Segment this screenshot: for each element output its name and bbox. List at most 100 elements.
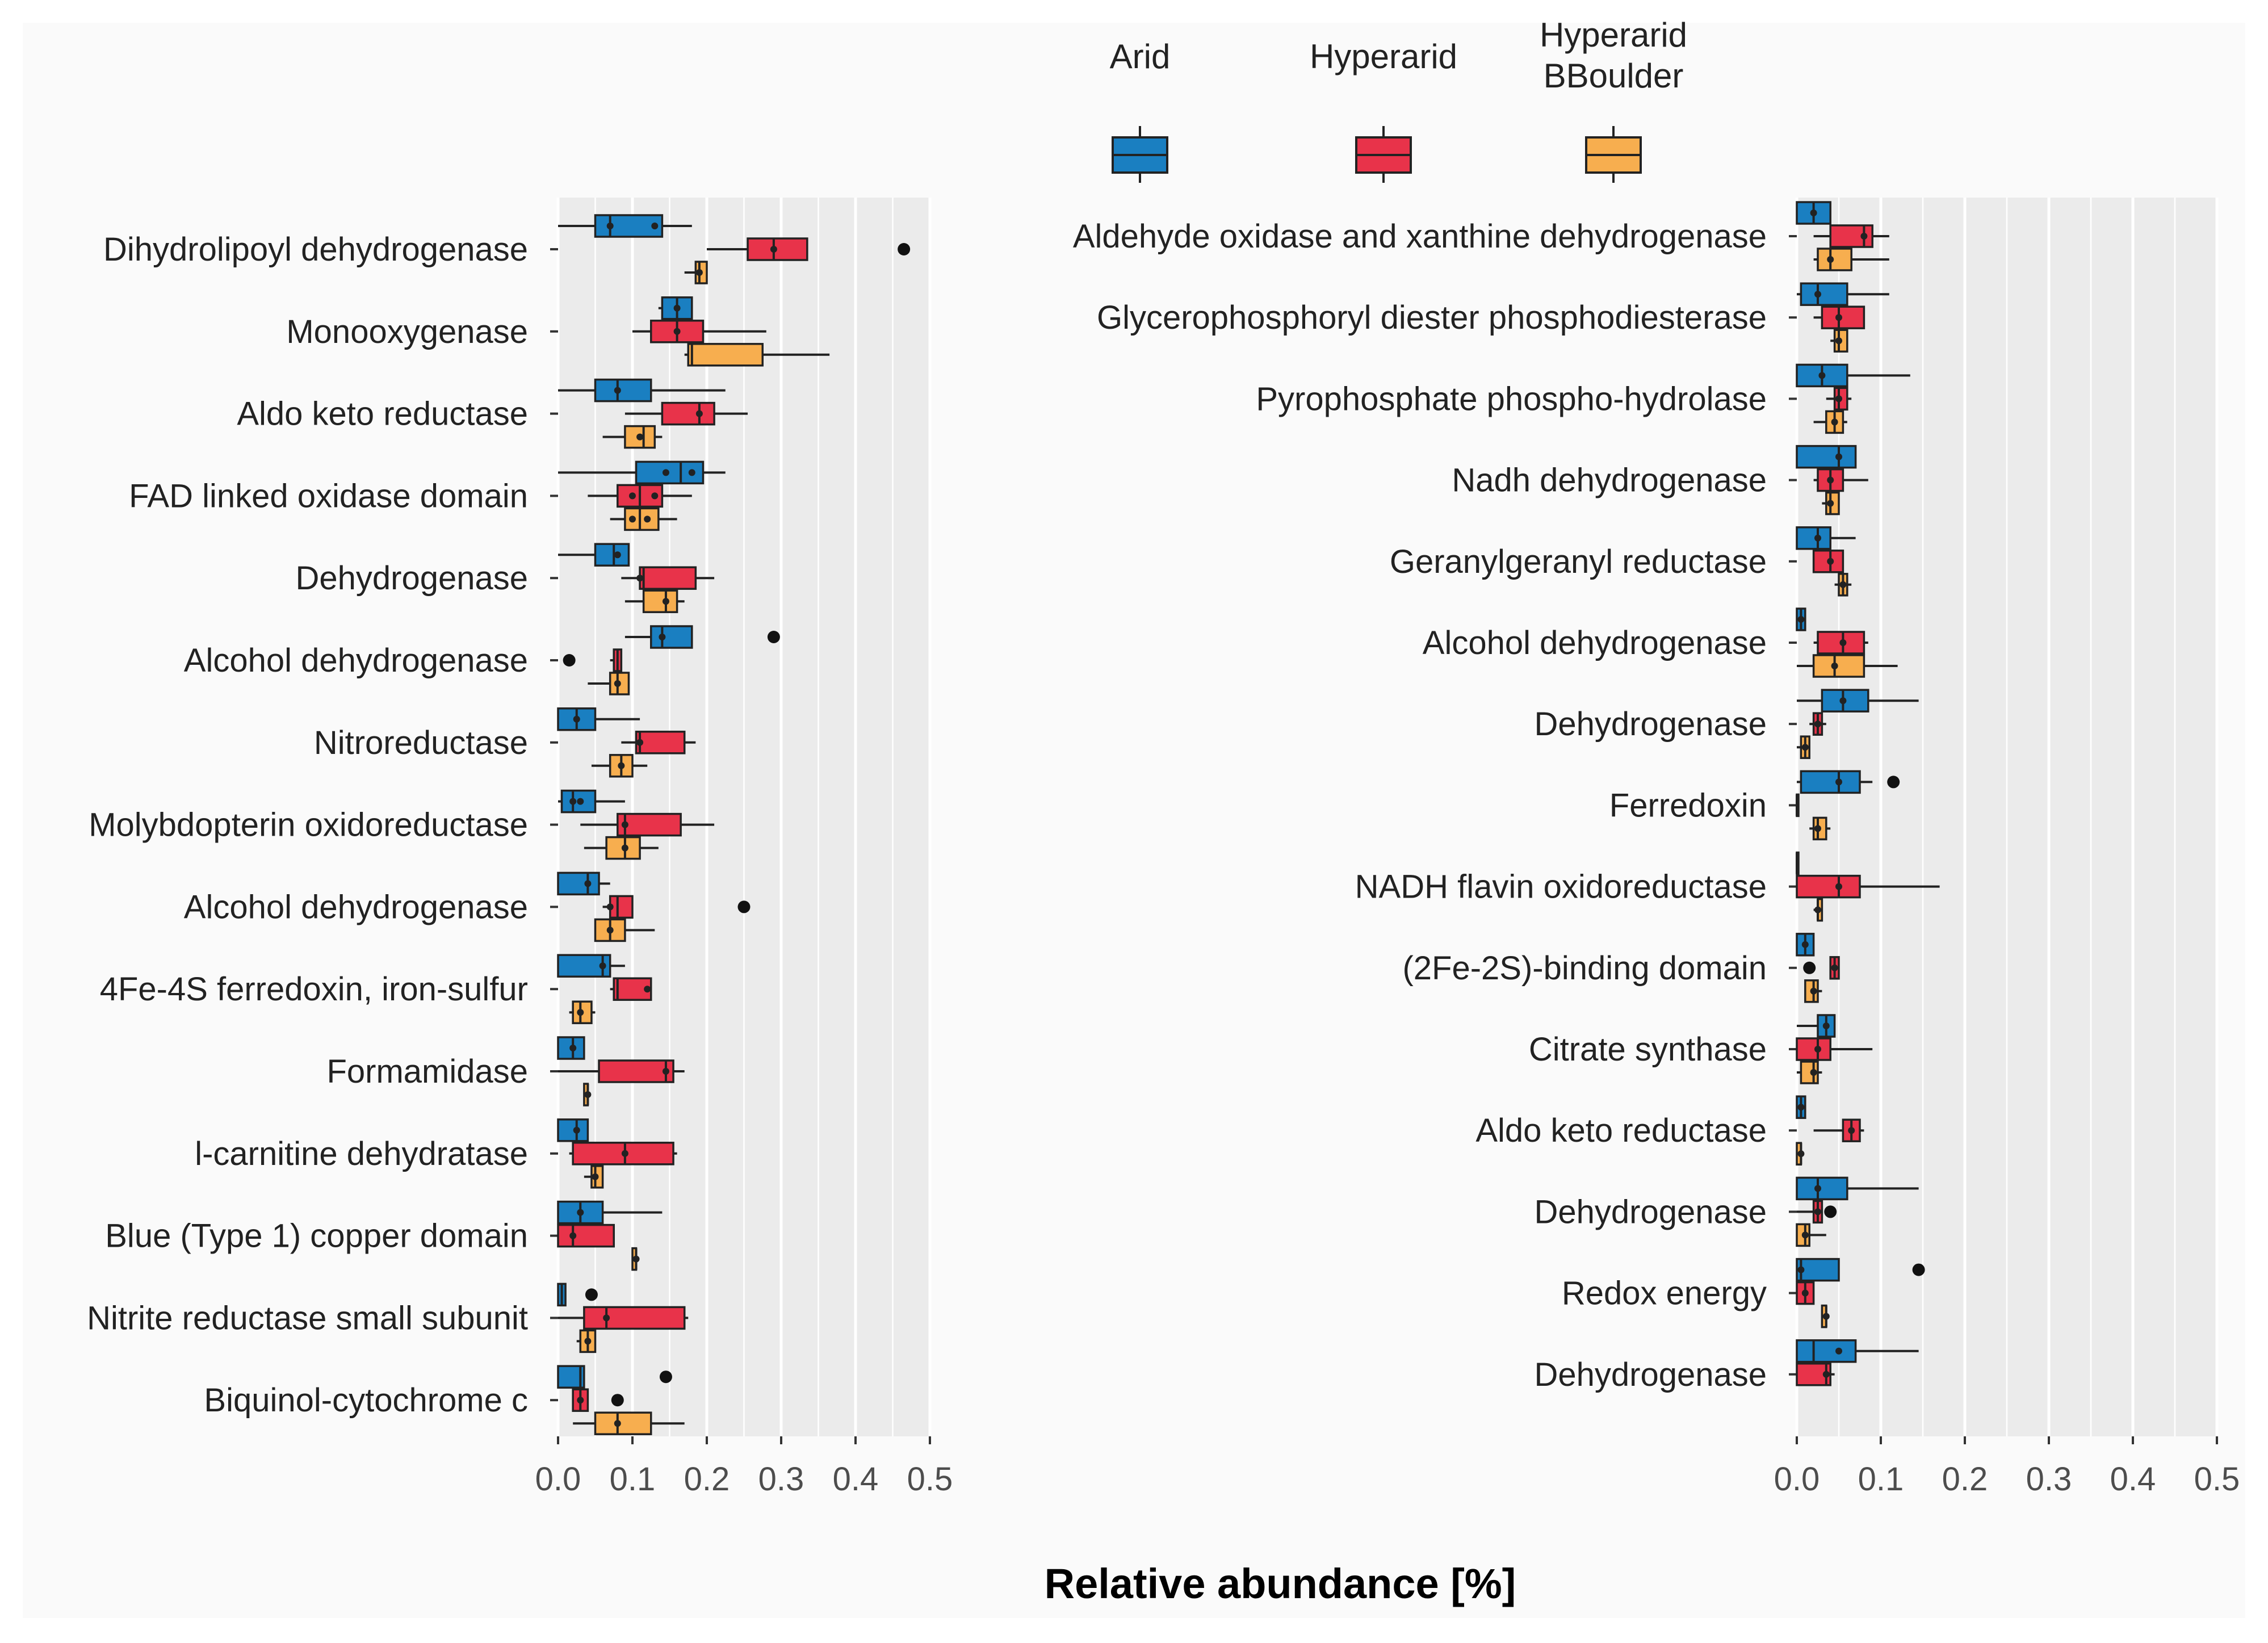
category-label-nitrite-reductase-small-subunit: Nitrite reductase small subunit [87, 1300, 528, 1336]
data-point-hyperarid-bboulder [662, 598, 669, 605]
box-hyperarid [1796, 1363, 1831, 1386]
data-point-hyperarid-bboulder [695, 269, 703, 276]
data-point-hyperarid-bboulder [1827, 500, 1834, 507]
data-point-hyperarid [651, 492, 659, 500]
box-arid [1800, 770, 1861, 794]
data-point-arid [614, 387, 621, 394]
data-point-hyperarid [1860, 233, 1868, 240]
category-label-dehydrogenase: Dehydrogenase [1534, 1356, 1767, 1393]
category-label-aldo-keto-reductase: Aldo keto reductase [237, 396, 528, 433]
data-point-arid [1810, 209, 1817, 216]
box-hyperarid-bboulder [1817, 248, 1852, 271]
category-label-nitroreductase: Nitroreductase [314, 724, 528, 761]
legend-label-hyperarid-bboulder: BBoulder [1544, 57, 1684, 95]
data-point-arid [1814, 291, 1821, 298]
data-point-arid [1797, 1266, 1805, 1273]
box-hyperarid-bboulder [1812, 654, 1865, 678]
panel-left: 0.0 0.1 0.2 0.3 0.4 0.5 Dihydrolipoyl dehydrog… [87, 198, 953, 1498]
outlier-point-arid [767, 631, 780, 643]
data-point-hyperarid [1827, 476, 1834, 484]
box-arid [594, 214, 664, 238]
outlier-point-arid [1912, 1263, 1925, 1276]
outlier-point-arid [659, 1370, 672, 1384]
data-point-arid [1835, 778, 1842, 786]
data-point-hyperarid-bboulder [621, 844, 628, 852]
data-point-hyperarid [662, 1068, 669, 1075]
data-point-arid [584, 880, 592, 887]
category-label-ferredoxin: Ferredoxin [1609, 787, 1767, 824]
data-point-arid [599, 962, 606, 970]
category-label-biquinol-cytochrome-c: Biquinol-cytochrome c [204, 1382, 528, 1419]
legend-label-hyperarid: Hyperarid [1310, 37, 1457, 76]
category-label-l-carnitine-dehydratase: l-carnitine dehydratase [195, 1135, 528, 1172]
category-label-redox-energy: Redox energy [1562, 1275, 1767, 1312]
outlier-point-hyperarid [563, 654, 576, 667]
box-hyperarid-bboulder [594, 1411, 652, 1435]
panel-right: 0.0 0.1 0.2 0.3 0.4 0.5 Aldehyde oxidase and x… [1073, 198, 2240, 1498]
data-point-hyperarid [569, 1232, 577, 1239]
x-axis-label: Relative abundance [%] [1045, 1560, 1516, 1607]
data-point-hyperarid-bboulder [1835, 337, 1842, 345]
category-label-geranylgeranyl-reductase: Geranylgeranyl reductase [1390, 543, 1767, 580]
data-point-arid [662, 469, 669, 476]
data-point-hyperarid [644, 986, 651, 993]
outlier-point-hyperarid [737, 900, 751, 913]
data-point-arid [1818, 372, 1826, 379]
data-point-arid [573, 1126, 580, 1134]
data-point-arid [673, 304, 681, 312]
category-label-alcohol-dehydrogenase: Alcohol dehydrogenase [184, 888, 528, 925]
data-point-hyperarid [1814, 720, 1821, 728]
category-label-citrate-synthase: Citrate synthase [1529, 1031, 1767, 1068]
data-point-hyperarid [1814, 1208, 1821, 1216]
data-point-hyperarid-bboulder [1814, 906, 1821, 913]
data-point-hyperarid [636, 575, 644, 582]
data-point-hyperarid-bboulder [636, 433, 644, 441]
x-tick-label: 0.5 [2194, 1461, 2240, 1498]
data-point-hyperarid [603, 1314, 610, 1322]
box-hyperarid [1796, 1037, 1831, 1061]
outlier-point-hyperarid [898, 243, 911, 255]
box-arid [594, 378, 652, 403]
category-label-pyrophosphate-phospho-hydrolase: Pyrophosphate phospho-hydrolase [1256, 380, 1767, 417]
data-point-hyperarid [1822, 1370, 1830, 1378]
data-point-arid [1801, 941, 1809, 948]
data-point-hyperarid [577, 1397, 584, 1404]
data-point-hyperarid-bboulder [1831, 663, 1838, 669]
box-arid [594, 543, 630, 567]
data-point-arid [614, 551, 621, 559]
box-hyperarid [747, 237, 808, 261]
data-point-arid [651, 223, 659, 229]
data-point-hyperarid-bboulder [644, 515, 651, 523]
data-point-arid [1797, 616, 1805, 623]
legend-label-arid: Arid [1110, 37, 1171, 76]
data-point-hyperarid-bboulder [1814, 825, 1821, 832]
box-arid [1796, 445, 1857, 469]
box-hyperarid [557, 1223, 615, 1248]
category-label-molybdopterin-oxidoreductase: Molybdopterin oxidoreductase [89, 807, 528, 844]
category-label-dihydrolipoyl-dehydrogenase: Dihydrolipoyl dehydrogenase [103, 231, 528, 268]
data-point-arid [1814, 1185, 1821, 1192]
data-point-hyperarid-bboulder [1810, 987, 1817, 995]
x-tick-label: 0.0 [1774, 1461, 1820, 1498]
outlier-point-arid [1887, 776, 1900, 789]
data-point-hyperarid [636, 739, 644, 746]
data-point-hyperarid [606, 903, 614, 911]
category-label-glycerophosphoryl-diester-phosphodiesterase: Glycerophosphoryl diester phosphodiester… [1097, 299, 1767, 336]
data-point-hyperarid-bboulder [1801, 1231, 1809, 1239]
data-point-hyperarid [1835, 883, 1842, 890]
data-point-hyperarid-bboulder [1801, 744, 1809, 751]
data-point-hyperarid-bboulder [614, 1420, 621, 1427]
data-point-arid [1814, 534, 1821, 542]
box-hyperarid [1796, 874, 1861, 899]
data-point-arid [1822, 1022, 1830, 1029]
box-hyperarid [639, 566, 697, 590]
x-tick-label: 0.4 [2110, 1461, 2156, 1498]
x-tick-label: 0.4 [833, 1461, 879, 1498]
box-arid [1796, 1339, 1857, 1363]
box-hyperarid [598, 1059, 674, 1083]
data-point-hyperarid-bboulder [614, 680, 621, 687]
data-point-hyperarid-bboulder [1810, 1069, 1817, 1076]
data-point-hyperarid-bboulder [618, 762, 625, 769]
data-point-hyperarid [1801, 1289, 1809, 1297]
